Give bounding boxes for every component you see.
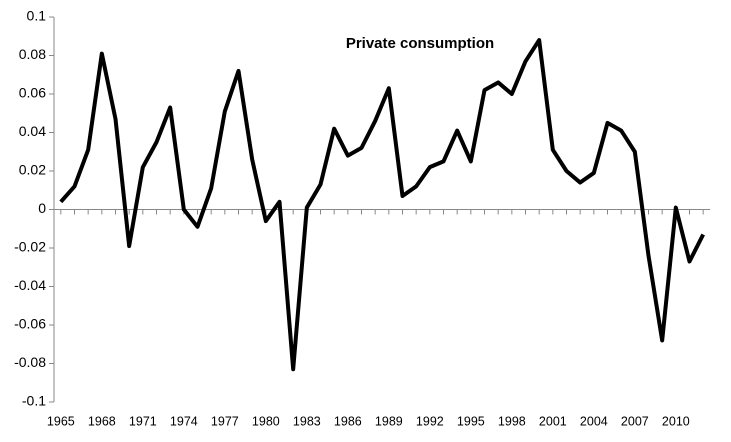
y-tick-label: 0.04 xyxy=(19,123,46,139)
y-tick-label: 0.02 xyxy=(19,162,46,178)
y-tick-label: 0.1 xyxy=(27,8,47,24)
x-tick-label: 1980 xyxy=(252,414,280,428)
x-tick-label: 1968 xyxy=(88,414,116,428)
x-tick-label: 1965 xyxy=(47,414,75,428)
y-tick-label: -0.08 xyxy=(14,354,46,370)
x-tick-label: 1989 xyxy=(375,414,403,428)
y-tick-label: 0 xyxy=(38,200,46,216)
y-tick-label: 0.06 xyxy=(19,85,46,101)
x-tick-label: 1977 xyxy=(211,414,239,428)
y-tick-label: -0.06 xyxy=(14,316,46,332)
chart-title: Private consumption xyxy=(346,35,494,52)
y-tick-label: -0.02 xyxy=(14,239,46,255)
x-tick-label: 2010 xyxy=(662,414,690,428)
x-tick-label: 1995 xyxy=(457,414,485,428)
x-tick-label: 1983 xyxy=(293,414,321,428)
x-tick-label: 1974 xyxy=(170,414,198,428)
x-tick-label: 2004 xyxy=(580,414,608,428)
x-tick-label: 2001 xyxy=(539,414,567,428)
x-tick-label: 1992 xyxy=(416,414,444,428)
x-tick-label: 1986 xyxy=(334,414,362,428)
x-tick-label: 1971 xyxy=(129,414,157,428)
x-tick-label: 2007 xyxy=(621,414,649,428)
x-tick-label: 1998 xyxy=(498,414,526,428)
y-tick-label: -0.04 xyxy=(14,277,46,293)
data-line xyxy=(59,38,705,372)
y-tick-label: 0.08 xyxy=(19,46,46,62)
y-tick-label: -0.1 xyxy=(22,393,46,409)
